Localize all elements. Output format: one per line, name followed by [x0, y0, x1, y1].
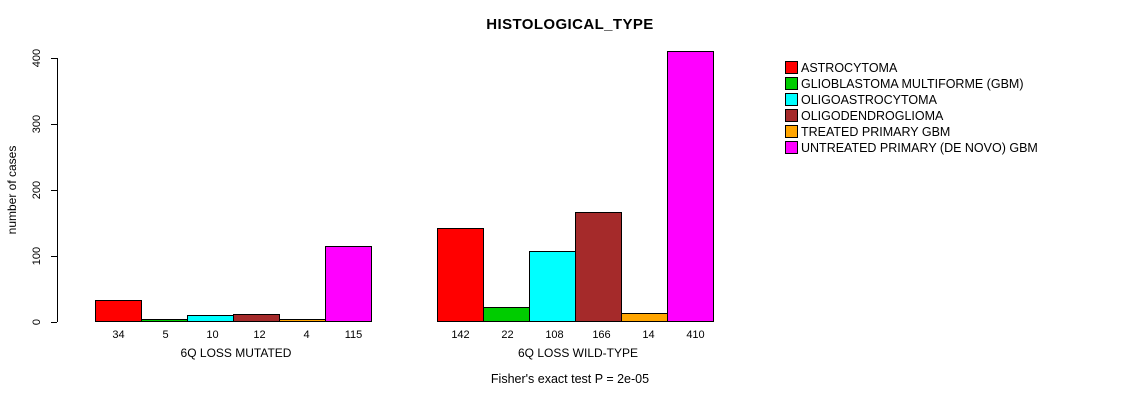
y-tick-mark [51, 189, 57, 191]
bar-group [95, 246, 372, 322]
legend-label: GLIOBLASTOMA MULTIFORME (GBM) [801, 76, 1024, 91]
legend-swatch [785, 61, 798, 74]
legend-item: UNTREATED PRIMARY (DE NOVO) GBM [785, 140, 1038, 155]
legend-item: TREATED PRIMARY GBM [785, 124, 1038, 139]
y-tick-label: 300 [31, 114, 43, 134]
bar [95, 299, 142, 322]
y-tick-mark [51, 321, 57, 323]
bar-value-label: 108 [545, 329, 564, 341]
legend-item: OLIGOASTROCYTOMA [785, 92, 1038, 107]
y-tick-mark [51, 255, 57, 257]
bar-value-label: 5 [162, 329, 169, 341]
legend-label: OLIGOASTROCYTOMA [801, 92, 937, 107]
bar-value-label: 10 [206, 329, 219, 341]
chart-title: HISTOLOGICAL_TYPE [486, 16, 654, 33]
bar [529, 250, 576, 322]
bar-value-label: 4 [303, 329, 310, 341]
bar-value-label: 12 [253, 329, 266, 341]
legend-label: ASTROCYTOMA [801, 60, 898, 75]
legend: ASTROCYTOMA GLIOBLASTOMA MULTIFORME (GBM)… [785, 60, 1038, 156]
legend-swatch [785, 93, 798, 106]
bar [483, 307, 530, 322]
bar-value-label: 14 [642, 329, 655, 341]
legend-label: OLIGODENDROGLIOMA [801, 108, 944, 123]
y-tick-label: 100 [31, 246, 43, 266]
legend-item: GLIOBLASTOMA MULTIFORME (GBM) [785, 76, 1038, 91]
bar-value-label: 34 [112, 329, 125, 341]
legend-swatch [785, 141, 798, 154]
bar [187, 315, 234, 322]
bar-value-label: 115 [344, 329, 363, 341]
legend-swatch [785, 125, 798, 138]
y-axis-line [57, 58, 58, 322]
bar [279, 319, 326, 322]
legend-label: UNTREATED PRIMARY (DE NOVO) GBM [801, 140, 1038, 155]
bar [437, 228, 484, 322]
bar-value-label: 142 [451, 329, 470, 341]
bar-value-label: 166 [592, 329, 611, 341]
bar [575, 212, 622, 322]
bar-value-label: 410 [686, 329, 705, 341]
group-label: 6Q LOSS WILD-TYPE [517, 346, 639, 360]
legend-item: OLIGODENDROGLIOMA [785, 108, 1038, 123]
y-tick-label: 400 [31, 48, 43, 68]
y-tick-label: 200 [31, 180, 43, 200]
bar-value-label: 22 [501, 329, 514, 341]
y-tick-label: 0 [31, 318, 43, 326]
group-label: 6Q LOSS MUTATED [180, 346, 292, 360]
footer-annotation: Fisher's exact test P = 2e-05 [490, 372, 650, 386]
legend-item: ASTROCYTOMA [785, 60, 1038, 75]
y-axis-title: number of cases [5, 145, 19, 235]
legend-swatch [785, 77, 798, 90]
bar [621, 312, 668, 322]
bar [141, 318, 188, 322]
bar-group [437, 51, 714, 322]
bar [325, 246, 372, 322]
y-tick-mark [51, 57, 57, 59]
legend-swatch [785, 109, 798, 122]
bar [667, 51, 714, 322]
legend-label: TREATED PRIMARY GBM [801, 124, 951, 139]
bar [233, 314, 280, 322]
y-tick-mark [51, 123, 57, 125]
